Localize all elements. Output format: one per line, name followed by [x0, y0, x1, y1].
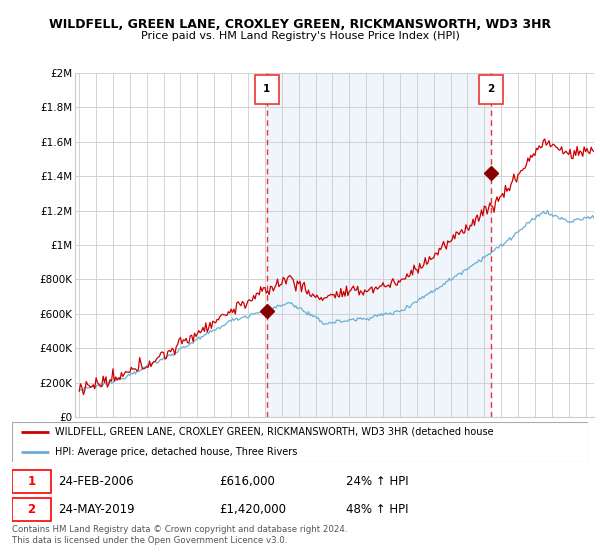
Text: WILDFELL, GREEN LANE, CROXLEY GREEN, RICKMANSWORTH, WD3 3HR: WILDFELL, GREEN LANE, CROXLEY GREEN, RIC…	[49, 18, 551, 31]
Text: 1: 1	[263, 84, 271, 94]
FancyBboxPatch shape	[479, 74, 503, 104]
Bar	[267, 73, 491, 417]
FancyBboxPatch shape	[255, 74, 278, 104]
FancyBboxPatch shape	[12, 498, 51, 521]
Text: Contains HM Land Registry data © Crown copyright and database right 2024.
This d: Contains HM Land Registry data © Crown c…	[12, 525, 347, 545]
Text: £1,420,000: £1,420,000	[220, 503, 286, 516]
Text: HPI: Average price, detached house, Three Rivers: HPI: Average price, detached house, Thre…	[55, 447, 298, 457]
Text: 2: 2	[28, 503, 35, 516]
Text: £616,000: £616,000	[220, 475, 275, 488]
Text: 24-FEB-2006: 24-FEB-2006	[58, 475, 134, 488]
Text: Price paid vs. HM Land Registry's House Price Index (HPI): Price paid vs. HM Land Registry's House …	[140, 31, 460, 41]
Text: 24-MAY-2019: 24-MAY-2019	[58, 503, 135, 516]
Text: 48% ↑ HPI: 48% ↑ HPI	[346, 503, 409, 516]
Text: 2: 2	[487, 84, 494, 94]
Text: 1: 1	[28, 475, 35, 488]
Text: WILDFELL, GREEN LANE, CROXLEY GREEN, RICKMANSWORTH, WD3 3HR (detached house: WILDFELL, GREEN LANE, CROXLEY GREEN, RIC…	[55, 427, 494, 437]
Text: 24% ↑ HPI: 24% ↑ HPI	[346, 475, 409, 488]
FancyBboxPatch shape	[12, 470, 51, 493]
